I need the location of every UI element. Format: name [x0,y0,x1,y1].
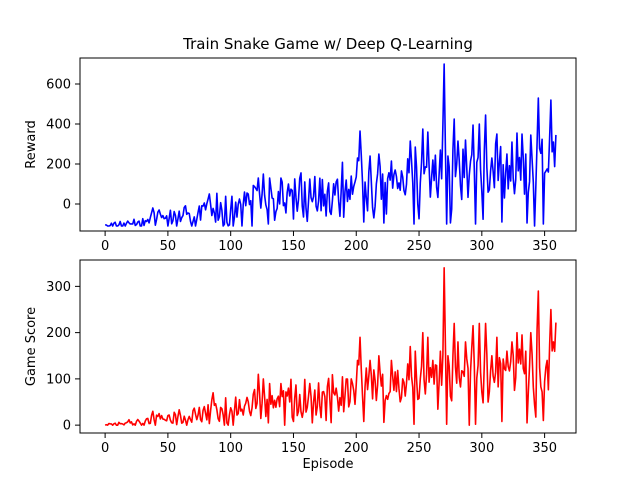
reward-panel: 0 50 100 150 200 250 300 350 0 200 400 600 Reward [24,57,577,254]
reward-x-tick-label: 0 [101,239,109,254]
score-x-tick-label: 150 [281,441,306,456]
reward-x-tick-label: 50 [160,239,177,254]
score-panel: 0 50 100 150 200 250 300 350 0 100 200 300 Game Scor… [24,259,577,472]
score-x-tick-label: 50 [160,441,177,456]
score-x-tick-label: 0 [101,441,109,456]
reward-y-tick-label: 200 [46,158,71,173]
chart-title: Train Snake Game w/ Deep Q-Learning [182,35,473,53]
score-series-line [104,267,557,426]
reward-y-tick-label: 600 [46,78,71,93]
reward-x-tick-label: 250 [407,239,432,254]
reward-x-tick-label: 150 [281,239,306,254]
reward-x-tick-label: 200 [344,239,369,254]
reward-x-tick-label: 100 [218,239,243,254]
reward-series-line [104,63,557,227]
score-x-axis-label: Episode [302,457,353,472]
score-y-axis-label: Game Score [24,307,39,386]
score-y-tick-label: 100 [46,372,71,387]
score-y-tick-label: 200 [46,326,71,341]
score-x-tick-label: 250 [407,441,432,456]
reward-y-axis-label: Reward [24,120,39,168]
score-x-tick-label: 100 [218,441,243,456]
reward-axes-frame [79,57,577,232]
reward-x-tick-label: 300 [469,239,494,254]
reward-y-tick-label: 0 [63,198,71,213]
score-y-tick-label: 300 [46,280,71,295]
score-x-tick-label: 300 [469,441,494,456]
score-axes-frame [79,259,577,434]
score-x-tick-label: 350 [532,441,557,456]
reward-x-tick-label: 350 [532,239,557,254]
reward-y-tick-label: 400 [46,118,71,133]
score-y-tick-label: 0 [63,419,71,434]
score-x-tick-label: 200 [344,441,369,456]
